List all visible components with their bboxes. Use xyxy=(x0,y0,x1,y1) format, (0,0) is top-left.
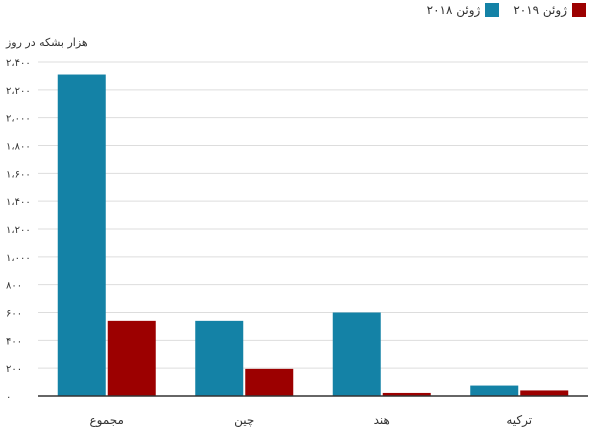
y-tick-label: ۰ xyxy=(6,392,11,403)
y-tick-label: ۱،۸۰۰ xyxy=(6,142,31,153)
x-category-label: مجموع xyxy=(90,413,124,427)
bar-2018 xyxy=(332,312,381,396)
bar-2019 xyxy=(107,320,156,396)
x-category-label: ترکیه xyxy=(506,413,532,427)
x-category-label: چین xyxy=(234,413,254,427)
legend-swatch-2019 xyxy=(572,3,586,17)
y-tick-label: ۱،۶۰۰ xyxy=(6,169,31,180)
y-tick-label: ۲۰۰ xyxy=(6,364,22,375)
legend-item-2018: ژوئن ۲۰۱۸ xyxy=(427,3,500,17)
bar-2018 xyxy=(195,320,244,396)
y-tick-label: ۶۰۰ xyxy=(6,309,22,320)
x-category-label: هند xyxy=(374,413,390,427)
chart-legend: ژوئن ۲۰۱۹ ژوئن ۲۰۱۸ xyxy=(427,0,586,20)
y-axis-unit-label: هزار بشکه در روز xyxy=(6,36,88,49)
y-tick-label: ۸۰۰ xyxy=(6,281,22,292)
y-tick-label: ۲،۰۰۰ xyxy=(6,114,31,125)
y-tick-label: ۲،۲۰۰ xyxy=(6,86,31,97)
legend-label-2018: ژوئن ۲۰۱۸ xyxy=(426,3,481,17)
legend-label-2019: ژوئن ۲۰۱۹ xyxy=(513,3,567,17)
y-tick-label: ۲،۴۰۰ xyxy=(6,58,31,69)
bar-2018 xyxy=(470,385,519,396)
y-tick-label: ۱،۲۰۰ xyxy=(6,225,31,236)
bar-2019 xyxy=(382,392,431,396)
y-tick-label: ۱،۴۰۰ xyxy=(6,197,31,208)
y-tick-label: ۴۰۰ xyxy=(6,336,22,347)
bar-2019 xyxy=(245,368,294,396)
legend-swatch-2018 xyxy=(485,3,500,17)
y-tick-label: ۱،۰۰۰ xyxy=(6,253,31,264)
bar-2018 xyxy=(57,74,106,397)
bar-2019 xyxy=(520,390,569,396)
legend-item-2019: ژوئن ۲۰۱۹ xyxy=(513,3,586,17)
